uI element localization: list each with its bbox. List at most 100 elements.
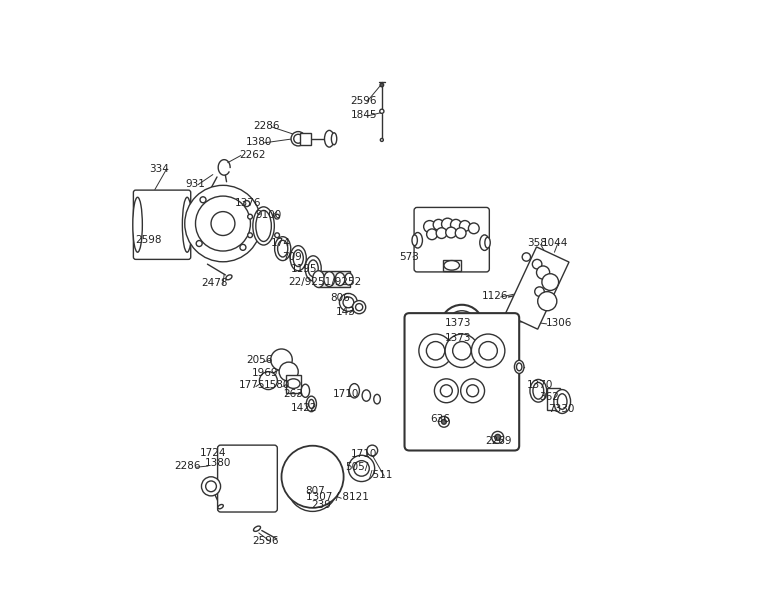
Ellipse shape (324, 272, 335, 287)
Ellipse shape (380, 139, 384, 142)
Circle shape (436, 228, 447, 238)
Text: 1373: 1373 (445, 332, 471, 343)
Circle shape (433, 220, 444, 230)
Text: 1380: 1380 (205, 458, 231, 468)
Ellipse shape (287, 379, 300, 388)
Text: 239: 239 (311, 500, 331, 510)
Circle shape (440, 305, 483, 348)
Ellipse shape (275, 236, 291, 260)
Circle shape (195, 196, 251, 251)
Bar (317, 271, 350, 287)
Circle shape (495, 434, 501, 440)
Text: 9100: 9100 (255, 210, 282, 220)
FancyBboxPatch shape (133, 190, 191, 259)
Ellipse shape (308, 260, 318, 277)
Ellipse shape (380, 109, 384, 113)
Ellipse shape (345, 273, 353, 285)
Circle shape (442, 218, 454, 230)
Ellipse shape (256, 211, 272, 241)
Circle shape (440, 385, 452, 397)
Ellipse shape (133, 197, 142, 252)
Ellipse shape (349, 383, 359, 398)
Circle shape (419, 334, 452, 367)
Bar (547, 388, 560, 410)
FancyBboxPatch shape (218, 445, 277, 512)
Circle shape (211, 212, 235, 236)
Circle shape (445, 334, 478, 367)
Ellipse shape (362, 390, 370, 401)
Circle shape (200, 197, 206, 203)
Circle shape (184, 185, 261, 262)
Circle shape (537, 266, 549, 279)
Circle shape (205, 481, 216, 492)
Circle shape (424, 221, 436, 233)
Circle shape (538, 292, 557, 311)
Ellipse shape (373, 394, 380, 404)
Circle shape (352, 301, 366, 314)
Circle shape (450, 220, 461, 230)
Circle shape (275, 214, 279, 219)
Text: 2598: 2598 (135, 235, 162, 245)
Text: 709: 709 (282, 252, 302, 262)
Circle shape (244, 200, 250, 206)
Circle shape (296, 470, 329, 503)
Text: 1724: 1724 (200, 448, 226, 458)
Ellipse shape (253, 207, 275, 245)
Text: 334: 334 (149, 164, 169, 173)
Text: 1775: 1775 (238, 380, 265, 391)
Ellipse shape (301, 384, 310, 397)
Circle shape (202, 477, 221, 496)
Text: 2269: 2269 (485, 436, 512, 446)
Text: 1710: 1710 (351, 449, 377, 459)
Circle shape (468, 223, 479, 234)
Circle shape (288, 461, 338, 511)
Text: 2286: 2286 (174, 461, 201, 471)
Circle shape (460, 221, 470, 232)
Text: 1126: 1126 (482, 291, 509, 301)
Circle shape (356, 304, 363, 311)
Text: 931: 931 (185, 179, 205, 188)
Text: 263: 263 (283, 389, 303, 400)
Circle shape (479, 341, 497, 360)
Ellipse shape (557, 394, 567, 409)
Text: 7330: 7330 (548, 404, 574, 414)
Ellipse shape (530, 379, 547, 402)
Circle shape (455, 228, 466, 238)
Ellipse shape (260, 217, 268, 225)
Ellipse shape (533, 382, 544, 399)
Text: 2286: 2286 (254, 121, 280, 131)
Text: 1370: 1370 (527, 380, 553, 391)
Text: 174: 174 (271, 238, 290, 248)
Ellipse shape (307, 396, 317, 412)
Circle shape (247, 233, 252, 238)
Polygon shape (505, 247, 569, 329)
Text: /511: /511 (369, 470, 392, 480)
Circle shape (426, 341, 445, 360)
Circle shape (271, 349, 293, 370)
Ellipse shape (413, 233, 422, 248)
Text: 1376: 1376 (235, 198, 261, 208)
Circle shape (442, 419, 447, 424)
Ellipse shape (554, 389, 570, 413)
Circle shape (446, 227, 457, 238)
Circle shape (471, 334, 505, 367)
Circle shape (343, 297, 354, 308)
Ellipse shape (444, 260, 460, 270)
FancyBboxPatch shape (405, 313, 519, 451)
Text: 1373: 1373 (445, 317, 471, 328)
Circle shape (304, 478, 321, 494)
Ellipse shape (331, 133, 337, 145)
Ellipse shape (485, 237, 490, 248)
Text: 1044: 1044 (541, 238, 568, 248)
Text: 636: 636 (430, 415, 450, 424)
Circle shape (434, 379, 458, 403)
Circle shape (492, 431, 503, 443)
FancyBboxPatch shape (414, 208, 489, 272)
Text: 1969: 1969 (252, 368, 279, 379)
Ellipse shape (335, 272, 345, 286)
Ellipse shape (294, 134, 303, 143)
Text: 2262: 2262 (240, 151, 266, 160)
Ellipse shape (517, 363, 522, 371)
Ellipse shape (226, 275, 232, 280)
Circle shape (196, 241, 202, 247)
